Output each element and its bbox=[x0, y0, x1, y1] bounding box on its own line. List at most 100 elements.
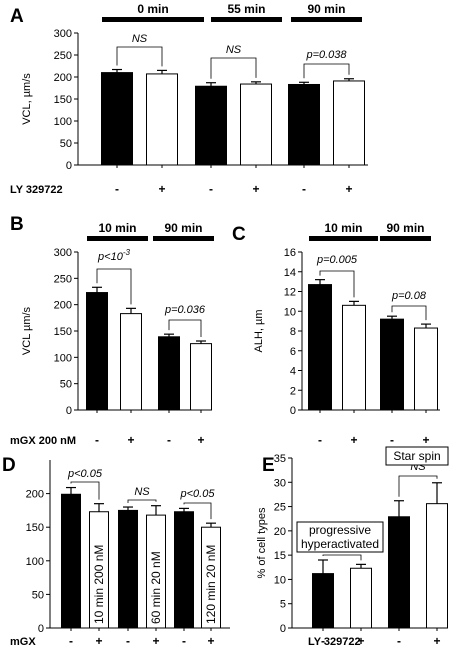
bar-c-3 bbox=[414, 327, 438, 411]
y-tick-label-c: 12 bbox=[284, 287, 296, 299]
y-tick-label-b: 250 bbox=[54, 273, 72, 285]
y-tick-label-b: 100 bbox=[54, 352, 72, 364]
y-tick-label-b: 200 bbox=[54, 300, 72, 312]
sig-label-d-0: p<0.05 bbox=[67, 468, 103, 480]
sig-label-a-0: NS bbox=[132, 33, 148, 45]
sig-label-d-1: NS bbox=[134, 486, 150, 498]
y-tick-label-b: 50 bbox=[60, 379, 72, 391]
y-axis-label-b: VCL µm/s bbox=[21, 306, 33, 355]
panel-label-c: C bbox=[232, 224, 246, 245]
bar-c-0 bbox=[308, 284, 332, 411]
sig-bracket-d-2 bbox=[183, 502, 212, 520]
sig-bracket-d-0 bbox=[70, 481, 100, 500]
condition-sign-c-1: + bbox=[350, 433, 357, 447]
time-header-a-0: 0 min bbox=[137, 2, 168, 16]
bar-a-5 bbox=[333, 80, 365, 166]
sig-label-b-1: p=0.036 bbox=[164, 304, 206, 316]
y-tick-label-a: 100 bbox=[54, 116, 72, 128]
time-header-c-0: 10 min bbox=[324, 221, 362, 235]
y-axis-label-e: % of cell types bbox=[256, 507, 268, 578]
y-tick-label-d: 50 bbox=[32, 589, 44, 601]
time-header-a-1: 55 min bbox=[227, 2, 265, 16]
panel-label-e: E bbox=[262, 455, 275, 476]
panel-label-b: B bbox=[10, 214, 24, 235]
condition-sign-a-0: - bbox=[115, 182, 119, 196]
bar-c-2 bbox=[380, 318, 404, 411]
y-tick-label-e: 25 bbox=[274, 502, 286, 514]
time-bar-c-1 bbox=[380, 236, 431, 241]
time-bar-a-2 bbox=[291, 17, 362, 22]
y-tick-label-e: 5 bbox=[280, 599, 286, 611]
dose-label-d-2: 120 min 20 nM bbox=[204, 545, 218, 624]
time-bar-b-1 bbox=[153, 236, 214, 241]
group-label-e-0-0: progressive bbox=[309, 523, 371, 537]
sig-bracket-a-1 bbox=[210, 57, 257, 79]
group-label-e-1-0: Star spin bbox=[393, 449, 440, 463]
bar-a-3 bbox=[240, 83, 272, 166]
condition-sign-a-3: + bbox=[252, 182, 259, 196]
time-bar-a-0 bbox=[102, 17, 204, 22]
condition-sign-b-1: + bbox=[127, 433, 134, 447]
panel-label-d: D bbox=[2, 455, 16, 476]
bar-b-2 bbox=[158, 336, 180, 411]
condition-sign-c-2: - bbox=[390, 433, 394, 447]
condition-sign-a-4: - bbox=[302, 182, 306, 196]
y-tick-label-e: 15 bbox=[274, 550, 286, 562]
y-tick-label-b: 300 bbox=[54, 247, 72, 259]
y-tick-label-e: 20 bbox=[274, 526, 286, 538]
y-tick-label-e: 35 bbox=[274, 453, 286, 465]
bar-b-0 bbox=[86, 292, 108, 411]
sig-bracket-c-0 bbox=[319, 270, 355, 298]
condition-label-b: mGX 200 nM bbox=[10, 435, 76, 447]
y-tick-label-a: 300 bbox=[54, 28, 72, 40]
y-tick-label-b: 150 bbox=[54, 326, 72, 338]
sig-label-a-2: p=0.038 bbox=[305, 49, 347, 61]
y-tick-label-d: 150 bbox=[26, 522, 44, 534]
time-header-c-1: 90 min bbox=[386, 221, 424, 235]
dose-label-d-0: 10 min 200 nM bbox=[92, 545, 106, 624]
bar-a-4 bbox=[288, 83, 320, 166]
y-tick-label-c: 2 bbox=[290, 385, 296, 397]
condition-sign-b-2: - bbox=[167, 433, 171, 447]
y-tick-label-a: 200 bbox=[54, 72, 72, 84]
condition-sign-d-0: - bbox=[69, 634, 73, 648]
group-label-e-0-1: hyperactivated bbox=[301, 537, 379, 551]
bar-e-1 bbox=[350, 567, 372, 629]
condition-label-e: LY 329722 bbox=[308, 636, 361, 648]
y-tick-label-c: 8 bbox=[290, 326, 296, 338]
y-tick-label-e: 30 bbox=[274, 477, 286, 489]
bar-a-1 bbox=[146, 73, 178, 166]
sig-bracket-e-1 bbox=[398, 475, 438, 497]
group-box-e-1 bbox=[385, 446, 449, 466]
y-tick-label-d: 0 bbox=[38, 623, 44, 635]
time-bar-b-0 bbox=[87, 236, 148, 241]
condition-sign-a-2: - bbox=[209, 182, 213, 196]
group-box-e-0 bbox=[296, 521, 384, 553]
condition-sign-e-0: - bbox=[321, 634, 325, 648]
y-tick-label-c: 6 bbox=[290, 346, 296, 358]
sig-label-c-1: p=0.08 bbox=[391, 290, 427, 302]
condition-sign-d-4: - bbox=[182, 634, 186, 648]
sig-label-b-0: p<10-3 bbox=[97, 248, 130, 263]
bar-e-3 bbox=[426, 503, 448, 629]
condition-sign-c-3: + bbox=[422, 433, 429, 447]
sig-bracket-e-0 bbox=[322, 554, 362, 561]
y-tick-label-c: 4 bbox=[290, 366, 296, 378]
y-tick-label-c: 0 bbox=[290, 405, 296, 417]
time-bar-a-1 bbox=[211, 17, 282, 22]
bar-d-0 bbox=[61, 493, 81, 629]
y-tick-label-a: 250 bbox=[54, 50, 72, 62]
y-tick-label-c: 14 bbox=[284, 267, 296, 279]
y-axis-label-c: ALH, µm bbox=[253, 309, 265, 352]
condition-sign-d-3: + bbox=[152, 634, 159, 648]
condition-sign-d-2: - bbox=[126, 634, 130, 648]
sig-bracket-b-0 bbox=[96, 268, 132, 305]
y-tick-label-d: 200 bbox=[26, 489, 44, 501]
condition-label-d: mGX bbox=[10, 636, 36, 648]
sig-bracket-b-1 bbox=[168, 319, 202, 338]
condition-sign-a-1: + bbox=[158, 182, 165, 196]
bar-e-0 bbox=[312, 573, 334, 629]
bar-a-2 bbox=[195, 85, 227, 166]
sig-label-d-2: p<0.05 bbox=[180, 488, 216, 500]
